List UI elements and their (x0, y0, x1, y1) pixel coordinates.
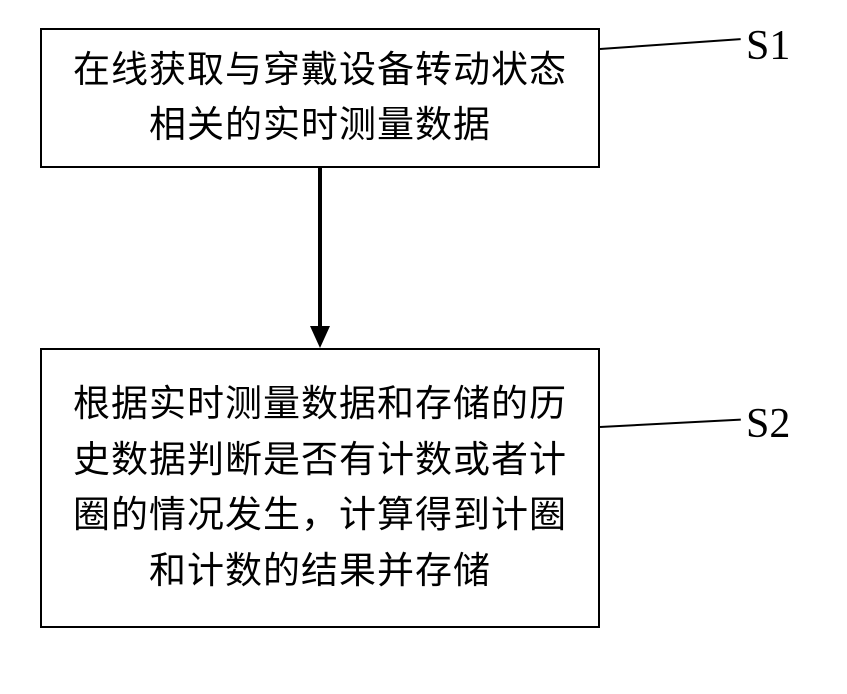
step-label-1: S1 (746, 22, 790, 70)
step-label-2: S2 (746, 400, 790, 448)
leader-line-1 (600, 38, 741, 50)
flowchart-step-2: 根据实时测量数据和存储的历 史数据判断是否有计数或者计 圈的情况发生，计算得到计… (40, 348, 600, 628)
flowchart-step-1: 在线获取与穿戴设备转动状态 相关的实时测量数据 (40, 28, 600, 168)
leader-line-2 (600, 419, 741, 428)
arrow-head-icon (310, 326, 330, 348)
flowchart-step-1-text: 在线获取与穿戴设备转动状态 相关的实时测量数据 (73, 43, 567, 154)
connector-line (318, 168, 322, 330)
flowchart-step-2-text: 根据实时测量数据和存储的历 史数据判断是否有计数或者计 圈的情况发生，计算得到计… (73, 377, 567, 599)
